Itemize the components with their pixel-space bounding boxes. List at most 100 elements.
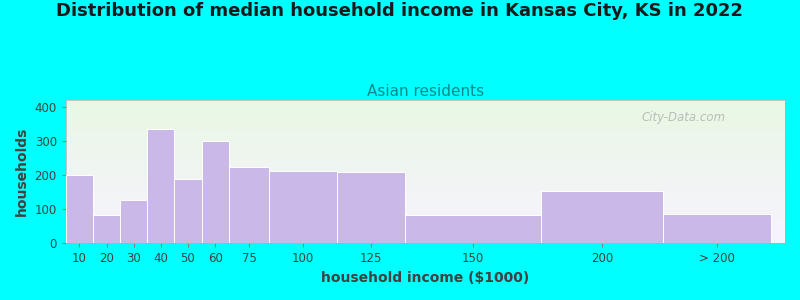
Bar (120, 200, 147, 243)
Bar (66, 162, 785, 163)
Bar (66, 154, 785, 155)
Bar (66, 105, 785, 106)
Bar (66, 139, 785, 140)
Bar (66, 186, 785, 187)
Bar (66, 205, 785, 206)
Bar (66, 236, 785, 237)
Bar (66, 169, 785, 170)
Bar (66, 151, 785, 152)
Bar (66, 210, 785, 211)
Bar (66, 170, 785, 171)
Bar (66, 227, 785, 228)
Bar (147, 129, 174, 243)
Bar (338, 172, 405, 243)
Bar (66, 230, 785, 231)
Bar (66, 120, 785, 121)
Bar (66, 178, 785, 179)
Bar (66, 214, 785, 215)
Bar (66, 127, 785, 128)
Bar (66, 132, 785, 133)
Bar (66, 124, 785, 125)
Bar (66, 128, 785, 129)
Bar (66, 231, 785, 232)
Bar (66, 240, 785, 241)
Bar (66, 121, 785, 122)
Bar (66, 206, 785, 207)
Bar (66, 201, 785, 202)
Bar (66, 216, 785, 217)
Bar (66, 225, 785, 226)
Bar (66, 158, 785, 159)
Bar (66, 174, 785, 175)
Bar (66, 238, 785, 239)
Bar (66, 119, 785, 120)
Bar (66, 188, 785, 189)
Bar (66, 239, 785, 240)
Bar (663, 214, 771, 243)
Bar (405, 215, 541, 243)
Bar (66, 141, 785, 142)
Bar (66, 175, 785, 176)
Bar (66, 228, 785, 229)
Title: Asian residents: Asian residents (367, 84, 484, 99)
Bar (66, 165, 785, 166)
Bar (66, 116, 785, 117)
Bar (66, 153, 785, 154)
Bar (66, 226, 785, 227)
Bar (66, 189, 785, 190)
Bar (66, 131, 785, 132)
Bar (66, 102, 785, 103)
Bar (270, 171, 338, 243)
Bar (66, 176, 785, 177)
Bar (66, 171, 785, 172)
Bar (66, 179, 785, 180)
Bar (66, 157, 785, 158)
Bar (66, 193, 785, 194)
Bar (66, 224, 785, 225)
Bar (66, 138, 785, 139)
Bar (66, 103, 785, 104)
Bar (66, 208, 785, 209)
Bar (66, 192, 785, 193)
Bar (66, 234, 785, 235)
Bar (66, 191, 785, 192)
Bar (66, 146, 785, 147)
Bar (66, 233, 785, 234)
Bar (66, 184, 785, 185)
Bar (66, 195, 785, 196)
Bar (66, 123, 785, 124)
Bar (66, 110, 785, 111)
Bar (66, 187, 785, 188)
Bar (66, 163, 785, 164)
Bar (66, 164, 785, 165)
Bar (229, 167, 270, 243)
Bar (66, 213, 785, 214)
Bar (66, 196, 785, 197)
Text: City-Data.com: City-Data.com (641, 111, 726, 124)
Text: Distribution of median household income in Kansas City, KS in 2022: Distribution of median household income … (57, 2, 743, 20)
X-axis label: household income ($1000): household income ($1000) (322, 271, 530, 285)
Y-axis label: households: households (15, 127, 29, 217)
Bar (66, 106, 785, 107)
Bar (66, 198, 785, 199)
Bar (66, 149, 785, 150)
Bar (66, 199, 785, 200)
Bar (66, 140, 785, 141)
Bar (66, 219, 785, 220)
Bar (66, 100, 785, 101)
Bar (202, 141, 229, 243)
Bar (66, 181, 785, 182)
Bar (66, 217, 785, 218)
Bar (66, 168, 785, 169)
Bar (174, 178, 202, 243)
Bar (66, 238, 785, 239)
Bar (66, 126, 785, 127)
Bar (66, 232, 785, 233)
Bar (66, 130, 785, 131)
Bar (66, 229, 785, 230)
Bar (66, 122, 785, 123)
Bar (66, 177, 785, 178)
Bar (66, 150, 785, 151)
Bar (66, 215, 785, 216)
Bar (66, 204, 785, 205)
